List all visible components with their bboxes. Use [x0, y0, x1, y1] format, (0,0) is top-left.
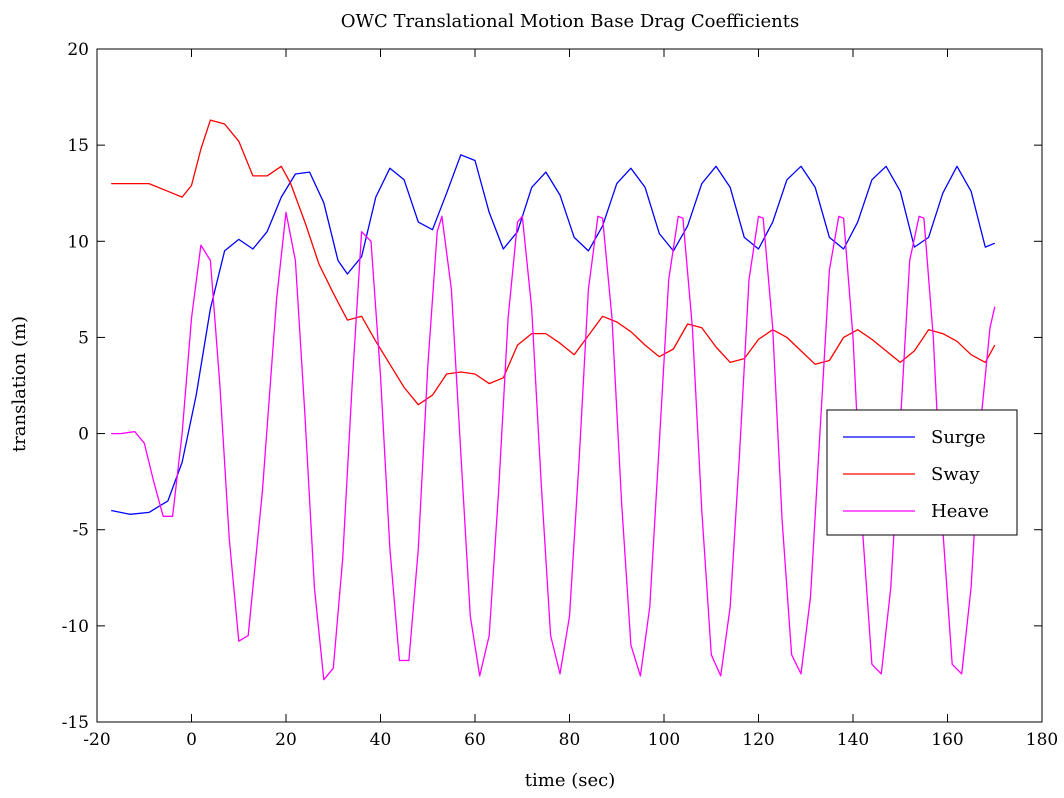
x-tick-label: 180 — [1026, 730, 1058, 750]
x-tick-label: 120 — [742, 730, 774, 750]
series-line-surge — [111, 154, 996, 515]
x-tick-label: -20 — [83, 730, 110, 750]
series-lines — [111, 119, 996, 681]
legend-label-sway: Sway — [931, 464, 980, 485]
x-axis-label: time (sec) — [525, 770, 615, 791]
y-axis-label: translation (m) — [9, 316, 30, 452]
y-tick-label: -5 — [72, 521, 89, 541]
x-tick-label: 60 — [464, 730, 486, 750]
y-tick-label: 20 — [67, 40, 89, 60]
x-tick-label: 140 — [837, 730, 869, 750]
legend: Surge Sway Heave — [826, 409, 1018, 536]
y-tick-label: 15 — [67, 136, 89, 156]
x-tick-label: 20 — [275, 730, 297, 750]
series-line-sway — [111, 119, 996, 406]
y-tick-label: 0 — [78, 425, 89, 445]
x-tick-label: 80 — [559, 730, 581, 750]
plot-area — [111, 119, 996, 681]
x-tick-label: 40 — [370, 730, 392, 750]
axes: -20 0 20 40 60 80 100 120 140 160 180 -15 -10 -5 0 5 10 1… — [62, 40, 1059, 750]
y-tick-label: -10 — [62, 617, 89, 637]
y-tick-label: 10 — [67, 232, 89, 252]
y-tick-label: -15 — [62, 713, 89, 733]
x-tick-label: 100 — [648, 730, 680, 750]
legend-label-surge: Surge — [931, 427, 986, 448]
y-tick-label: 5 — [78, 328, 89, 348]
legend-box — [826, 409, 1018, 536]
legend-label-heave: Heave — [931, 501, 989, 522]
x-tick-label: 160 — [931, 730, 963, 750]
x-tick-label: 0 — [186, 730, 197, 750]
chart-title: OWC Translational Motion Base Drag Coeff… — [341, 11, 799, 32]
series-line-heave — [111, 211, 996, 681]
